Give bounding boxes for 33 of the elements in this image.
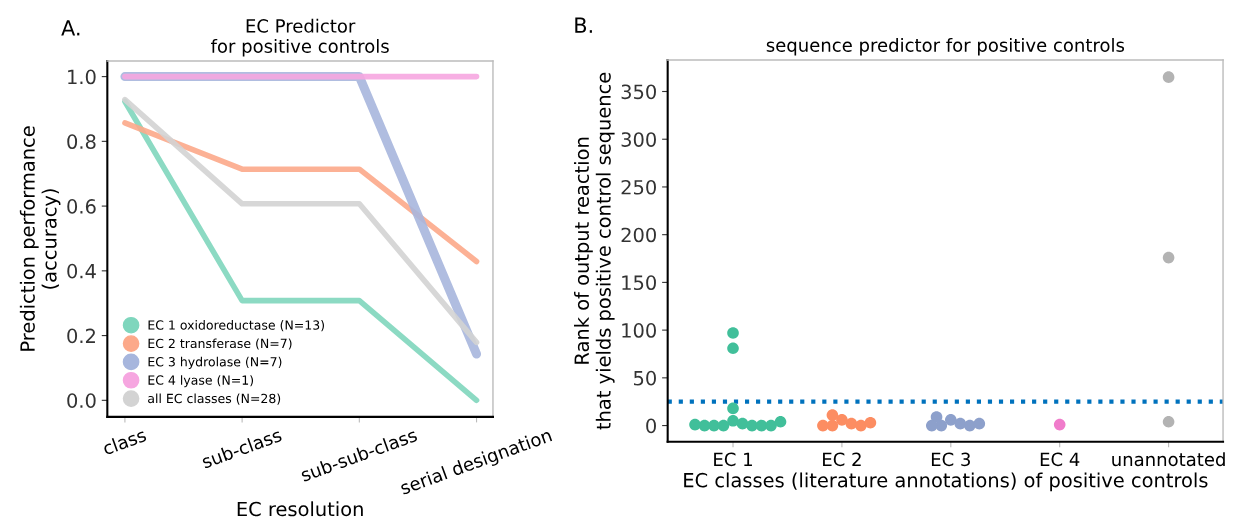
legend-label: EC 3 hydrolase (N=7): [148, 356, 282, 369]
x-tick-label: EC 2: [823, 452, 861, 467]
x-tick-label: EC 4: [1040, 452, 1080, 467]
x-axis-title: EC resolution: [237, 501, 363, 517]
text: B.: [575, 17, 592, 33]
y-axis-title: Prediction performance (accuracy): [19, 126, 61, 351]
y-tick-label: 0.6: [67, 199, 96, 214]
y-tick-label: 1.0: [68, 69, 96, 85]
x-tick-label: EC 1: [714, 452, 752, 467]
legend-label: EC 2 transferase (N=7): [148, 338, 292, 350]
y-tick-label: 200: [621, 227, 656, 243]
x-tick-label: EC 3: [931, 452, 970, 467]
x-axis-title: EC classes (literature annotations) of positive controls: [684, 472, 1208, 492]
y-tick-label: 0.4: [67, 263, 96, 279]
chart-title: EC Predictor for positive controls: [211, 18, 389, 57]
y-tick-label: 0: [646, 418, 656, 434]
y-tick-label: 250: [621, 179, 656, 195]
y-axis-title: Rank of output reaction that yields positive control sequence: [574, 72, 615, 430]
y-tick-label: 50: [634, 370, 656, 386]
legend-label: EC 4 lyase (N=1): [148, 375, 254, 388]
y-tick-label: 100: [622, 323, 656, 338]
x-tick-label: unannotated: [1112, 452, 1225, 467]
legend-label: all EC classes (N=28): [148, 393, 281, 405]
y-tick-label: 150: [622, 275, 656, 291]
y-tick-label: 0.0: [67, 393, 96, 408]
y-tick-label: 350: [621, 84, 656, 100]
legend-label: EC 1 oxidoreductase (N=13): [148, 320, 324, 332]
y-tick-label: 0.2: [67, 328, 95, 344]
text: A.: [61, 20, 80, 36]
x-tick-label: class: [101, 427, 147, 456]
y-tick-label: 0.8: [67, 134, 96, 150]
chart-title: sequence predictor for positive controls: [766, 37, 1125, 56]
y-tick-label: 300: [621, 132, 656, 147]
